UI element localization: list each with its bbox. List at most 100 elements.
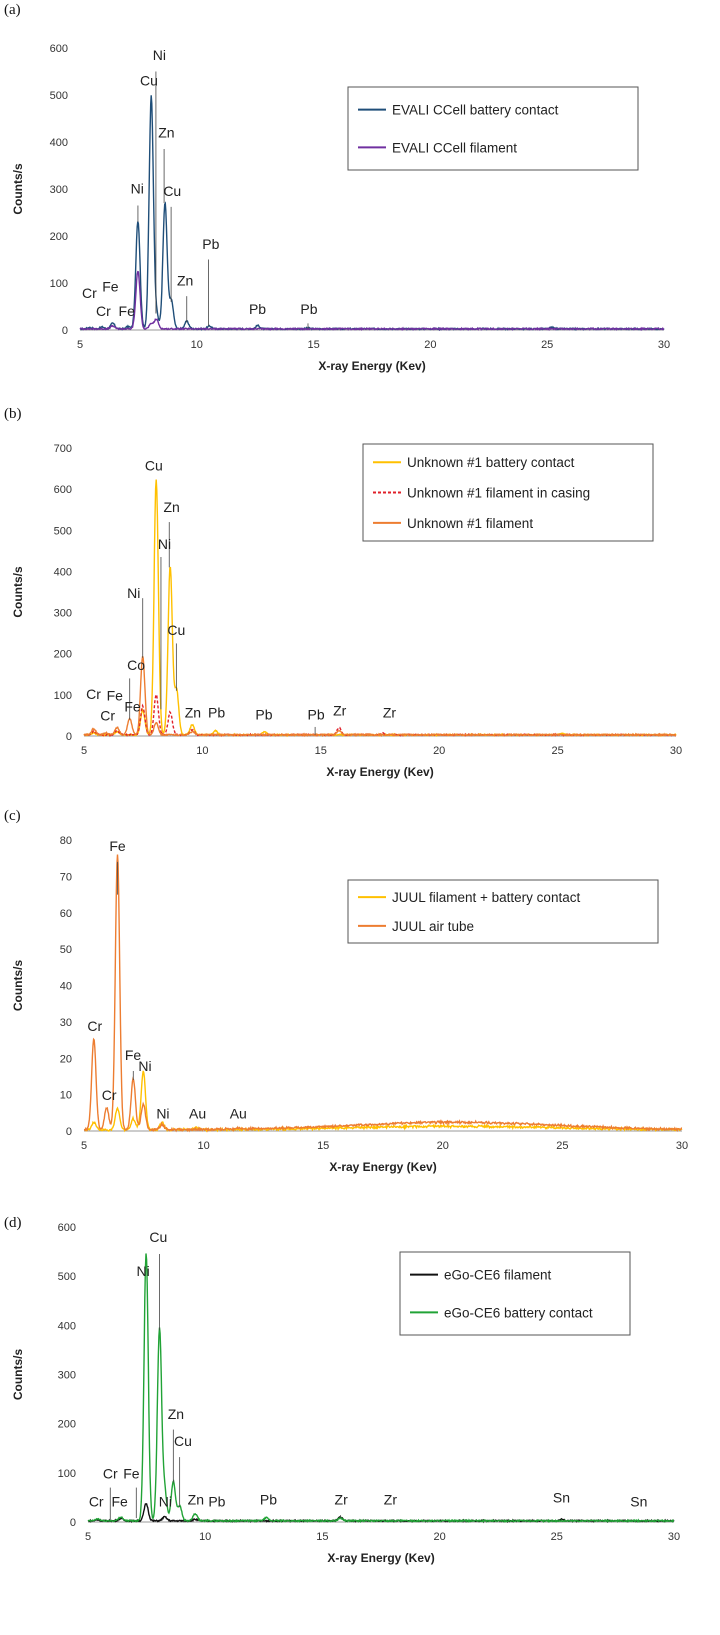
- series-line: [84, 1070, 683, 1133]
- legend-label: Unknown #1 battery contact: [407, 455, 575, 470]
- element-annotation: Ni: [131, 181, 144, 197]
- chart-d: 0 100 200 300 400 500 600 5 10 15 20 25 30 X-ray Ener…: [11, 1222, 680, 1565]
- element-annotation: Zn: [168, 1406, 184, 1422]
- element-annotation: Zn: [158, 124, 174, 140]
- element-annotation: Cu: [174, 1433, 192, 1449]
- y-tick-label: 20: [60, 1053, 72, 1065]
- x-tick-label: 15: [316, 1531, 328, 1543]
- panel-a: (a) 0 100 200 300 400 500 600 5 10 15 20 25 30 X-ray …: [0, 0, 720, 400]
- y-tick-label: 400: [54, 566, 72, 578]
- element-annotation: Au: [230, 1105, 247, 1121]
- element-annotation: Cu: [145, 458, 163, 474]
- y-tick-label: 500: [50, 90, 68, 102]
- y-tick-label: 300: [58, 1370, 76, 1382]
- series-line: [83, 854, 683, 1133]
- x-tick-label: 5: [85, 1531, 91, 1543]
- x-tick-label: 30: [668, 1531, 680, 1543]
- chart-b: 0 100 200 300 400 500 600 700 5 10 15 20 25 30 X-ray E…: [11, 443, 682, 779]
- y-tick-label: 200: [58, 1419, 76, 1431]
- element-annotation: Fe: [119, 303, 136, 319]
- element-annotation: Fe: [125, 1047, 142, 1063]
- y-tick-label: 0: [66, 731, 72, 743]
- legend-box: [347, 86, 639, 171]
- x-tick-label: 30: [670, 745, 682, 757]
- element-annotation: Ni: [156, 1105, 169, 1121]
- y-tick-label: 400: [50, 137, 68, 149]
- x-tick-label: 30: [658, 339, 670, 351]
- element-annotation: Pb: [208, 704, 225, 720]
- element-annotation: Cu: [163, 183, 181, 199]
- y-tick-label: 100: [50, 278, 68, 290]
- element-annotation: Zn: [185, 704, 201, 720]
- element-annotation: Zr: [333, 702, 347, 718]
- element-annotation: Co: [127, 657, 145, 673]
- element-annotation: Cr: [89, 1493, 104, 1509]
- y-axis-title: Counts/s: [11, 163, 25, 215]
- x-axis-title: X-ray Energy (Kev): [326, 765, 433, 779]
- x-tick-label: 10: [196, 745, 208, 757]
- legend-box: [347, 879, 659, 944]
- element-annotation: Fe: [123, 1466, 140, 1482]
- y-tick-label: 600: [54, 484, 72, 496]
- x-tick-label: 25: [541, 339, 553, 351]
- panel-label: (c): [4, 808, 21, 824]
- series-line: [83, 656, 677, 738]
- series-line: [79, 270, 665, 332]
- element-annotation: Cr: [103, 1466, 118, 1482]
- element-annotation: Pb: [202, 236, 219, 252]
- panel-d: (d) 0 100 200 300 400 500 600 5 10 15 20 25 30 X-ray …: [0, 1213, 720, 1633]
- element-annotation: Fe: [107, 688, 124, 704]
- element-annotation: Pb: [208, 1493, 225, 1509]
- y-tick-label: 0: [66, 1126, 72, 1138]
- y-tick-label: 80: [60, 835, 72, 847]
- y-axis-title: Counts/s: [11, 960, 25, 1012]
- element-annotation: Cu: [149, 1229, 167, 1245]
- x-tick-label: 20: [433, 745, 445, 757]
- series-line: [83, 692, 677, 738]
- x-tick-label: 25: [551, 1531, 563, 1543]
- element-annotation: Cr: [100, 707, 115, 723]
- y-axis-title: Counts/s: [11, 1349, 25, 1401]
- element-annotation: Au: [189, 1105, 206, 1121]
- element-annotation: Ni: [127, 585, 140, 601]
- x-tick-label: 20: [424, 339, 436, 351]
- element-annotation: Pb: [255, 707, 272, 723]
- y-tick-label: 0: [62, 325, 68, 337]
- y-tick-label: 0: [70, 1517, 76, 1529]
- element-annotation: Cr: [102, 1087, 117, 1103]
- element-annotation: Cr: [86, 686, 101, 702]
- element-annotation: Zn: [177, 272, 193, 288]
- y-tick-label: 50: [60, 944, 72, 956]
- x-tick-label: 15: [317, 1140, 329, 1152]
- y-tick-label: 700: [54, 443, 72, 455]
- x-tick-label: 5: [81, 745, 87, 757]
- element-annotation: Fe: [111, 1493, 128, 1509]
- legend-label: JUUL air tube: [392, 919, 474, 934]
- y-tick-label: 10: [60, 1090, 72, 1102]
- element-annotation: Zr: [384, 1491, 398, 1507]
- legend-box: [362, 443, 654, 542]
- series-line: [87, 1253, 675, 1524]
- y-axis-title: Counts/s: [11, 566, 25, 618]
- y-tick-label: 100: [58, 1468, 76, 1480]
- x-tick-label: 5: [81, 1140, 87, 1152]
- panel-label: (d): [4, 1215, 22, 1231]
- x-tick-label: 5: [77, 339, 83, 351]
- y-tick-label: 300: [54, 608, 72, 620]
- x-axis-title: X-ray Energy (Kev): [318, 359, 425, 373]
- element-annotation: Sn: [630, 1493, 647, 1509]
- x-tick-label: 10: [199, 1531, 211, 1543]
- y-tick-label: 30: [60, 1017, 72, 1029]
- element-annotation: Cu: [140, 73, 158, 89]
- legend-label: eGo-CE6 battery contact: [444, 1305, 593, 1320]
- element-annotation: Fe: [102, 278, 119, 294]
- chart-a: 0 100 200 300 400 500 600 5 10 15 20 25 30 X-ray Ener…: [11, 43, 670, 373]
- y-tick-label: 300: [50, 184, 68, 196]
- legend-label: eGo-CE6 filament: [444, 1268, 552, 1283]
- y-tick-label: 60: [60, 908, 72, 920]
- x-tick-label: 10: [197, 1140, 209, 1152]
- element-annotation: Ni: [159, 1493, 172, 1509]
- legend-box: [399, 1251, 631, 1336]
- element-annotation: Sn: [553, 1489, 570, 1505]
- legend-label: EVALI CCell battery contact: [392, 103, 559, 118]
